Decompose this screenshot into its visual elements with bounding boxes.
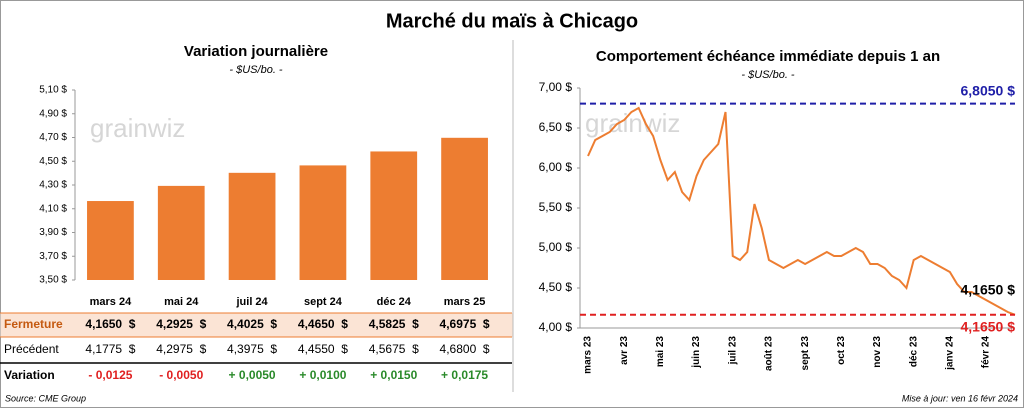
table-cell: - 0,0050 [159, 368, 203, 382]
price-line [587, 106, 1016, 316]
y-tick-label: 6,00 $ [539, 160, 573, 174]
table-cell: 4,6800 $ [440, 342, 490, 356]
reference-label: 6,8050 $ [961, 82, 1016, 98]
x-tick-label: nov 23 [872, 336, 883, 368]
x-tick-label: mai 24 [164, 296, 199, 308]
table-cell: 4,1775 $ [85, 342, 135, 356]
y-tick-label: 3,50 $ [39, 275, 67, 286]
reference-label: 4,1650 $ [961, 319, 1016, 335]
watermark: grainwiz [585, 108, 680, 138]
chart-subtitle: - $US/bo. - [229, 64, 283, 76]
bar [228, 172, 276, 280]
y-tick-label: 5,10 $ [39, 85, 67, 96]
y-tick-label: 5,00 $ [539, 240, 573, 254]
y-tick-label: 4,50 $ [39, 156, 67, 167]
table-cell: + 0,0050 [229, 368, 276, 382]
x-tick-label: janv 24 [945, 336, 956, 371]
x-tick-label: mars 24 [90, 296, 132, 308]
table-cell: 4,2925 $ [156, 317, 206, 331]
table-cell: 4,5675 $ [369, 342, 419, 356]
watermark: grainwiz [90, 113, 185, 143]
table-cell: 4,4550 $ [298, 342, 348, 356]
x-tick-label: août 23 [764, 336, 775, 371]
table-cell: 4,3975 $ [227, 342, 277, 356]
updated: Mise à jour: ven 16 févr 2024 [902, 393, 1018, 403]
x-tick-label: juin 23 [691, 336, 702, 369]
x-tick-label: déc 24 [377, 296, 412, 308]
y-tick-label: 5,50 $ [539, 200, 573, 214]
bar [299, 165, 347, 280]
y-tick-label: 4,70 $ [39, 132, 67, 143]
x-tick-label: juil 24 [235, 296, 268, 308]
bar [87, 201, 134, 280]
x-tick-label: mars 23 [583, 336, 594, 374]
table-cell: 4,6975 $ [440, 317, 490, 331]
x-tick-label: mars 25 [444, 296, 486, 308]
y-tick-label: 4,10 $ [39, 203, 67, 214]
bar [157, 185, 205, 280]
bar [370, 151, 418, 280]
x-tick-label: oct 23 [836, 336, 847, 365]
table-cell: 4,4650 $ [298, 317, 348, 331]
chart-subtitle: - $US/bo. - [741, 69, 795, 81]
last-value-label: 4,1650 $ [961, 282, 1016, 298]
row-label: Fermeture [4, 317, 63, 331]
y-tick-label: 3,90 $ [39, 227, 67, 238]
y-tick-label: 6,50 $ [539, 120, 573, 134]
x-tick-label: sept 23 [800, 336, 811, 371]
chart-title: Variation journalière [184, 43, 328, 60]
y-tick-label: 4,90 $ [39, 108, 67, 119]
y-tick-label: 3,70 $ [39, 251, 67, 262]
x-tick-label: févr 24 [981, 336, 992, 369]
x-tick-label: mai 23 [655, 336, 666, 368]
y-tick-label: 4,00 $ [539, 320, 573, 334]
row-label: Variation [4, 368, 55, 382]
table-cell: 4,5825 $ [369, 317, 419, 331]
y-tick-label: 4,30 $ [39, 180, 67, 191]
table-cell: 4,4025 $ [227, 317, 277, 331]
table-cell: + 0,0100 [299, 368, 346, 382]
table-cell: 4,2975 $ [156, 342, 206, 356]
table-cell: - 0,0125 [88, 368, 132, 382]
x-tick-label: sept 24 [304, 296, 343, 308]
row-label: Précédent [4, 342, 59, 356]
x-tick-label: juil 23 [727, 336, 738, 366]
x-tick-label: avr 23 [619, 336, 630, 365]
bar [441, 137, 488, 280]
y-tick-label: 7,00 $ [539, 80, 573, 94]
table-cell: + 0,0175 [441, 368, 488, 382]
y-tick-label: 4,50 $ [539, 280, 573, 294]
table-cell: 4,1650 $ [85, 317, 135, 331]
chart-title: Comportement échéance immédiate depuis 1… [596, 48, 940, 65]
page-title: Marché du maïs à Chicago [386, 10, 638, 32]
x-tick-label: déc 23 [908, 336, 919, 368]
row-bg [0, 313, 513, 337]
source: Source: CME Group [5, 393, 86, 403]
table-cell: + 0,0150 [370, 368, 417, 382]
